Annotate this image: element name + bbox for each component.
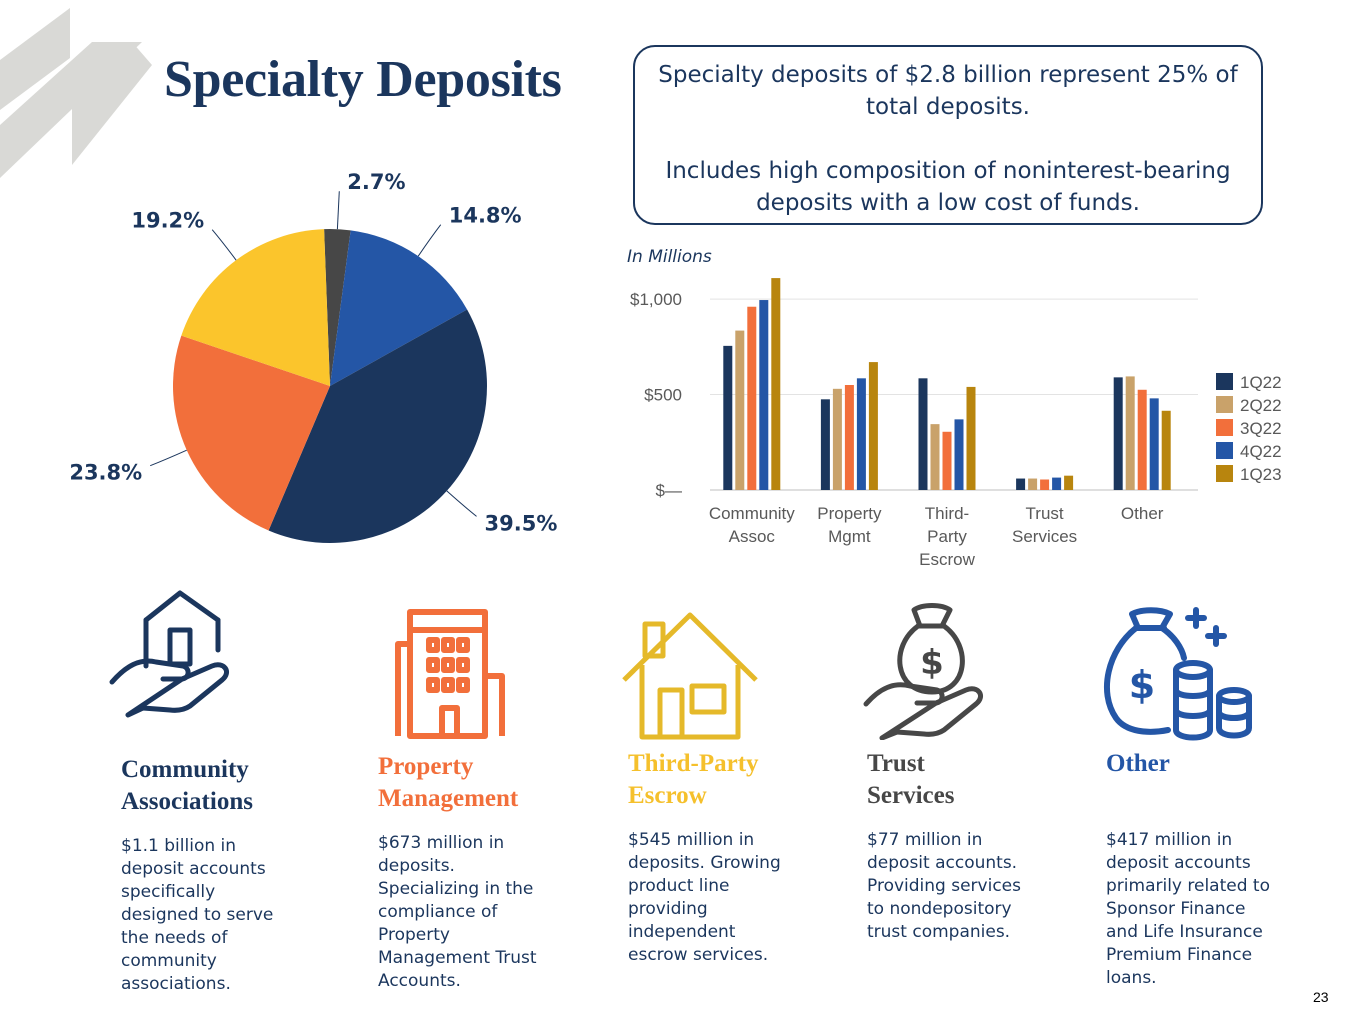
bar	[856, 378, 866, 490]
bar	[942, 431, 952, 490]
category-desc-community-associations: $1.1 billion in deposit accounts specifica…	[121, 836, 274, 994]
svg-text:$: $	[920, 643, 944, 683]
legend-label: 1Q23	[1240, 465, 1282, 484]
bar	[918, 378, 928, 490]
pie-leader-line	[150, 449, 187, 467]
summary-callout: Specialty deposits of $2.8 billion repre…	[633, 45, 1263, 225]
x-tick-label: Other	[1121, 504, 1164, 523]
decorative-stripes	[0, 8, 152, 178]
pie-leader-line	[417, 224, 442, 257]
x-tick-label: Community Assoc	[709, 504, 795, 546]
pie-slice	[324, 229, 351, 386]
pie-chart: 2.7% 14.8% 39.5% 23.8% 19.2%	[69, 170, 558, 543]
x-tick-label: Third-Party Escrow	[919, 504, 975, 569]
bar	[832, 388, 842, 490]
category-desc-property-management: $673 million in deposits. Specializing in …	[378, 833, 537, 991]
bar	[868, 362, 878, 490]
legend-swatch	[1216, 419, 1233, 436]
bar	[759, 300, 769, 490]
bar-chart: In Millions $— $500 $1,000 Community Assoc Pro…	[627, 247, 1282, 569]
bar	[966, 386, 976, 490]
bar	[771, 278, 781, 490]
pie-leader-line	[211, 229, 237, 261]
money-bag-coins-icon: $	[1103, 607, 1252, 741]
category-title-trust-services: Trust Services	[867, 750, 955, 809]
legend-label: 1Q22	[1240, 373, 1282, 392]
bar	[820, 399, 830, 490]
y-tick-label: $1,000	[630, 290, 682, 309]
category-desc-third-party-escrow: $545 million in deposits. Growing product …	[628, 830, 781, 965]
svg-text:$: $	[1129, 663, 1155, 707]
bar	[930, 424, 940, 490]
pie-data-label: 2.7%	[347, 170, 405, 194]
legend-swatch	[1216, 396, 1233, 413]
legend-label: 2Q22	[1240, 396, 1282, 415]
chart-units-label: In Millions	[627, 247, 712, 267]
legend-swatch	[1216, 373, 1233, 390]
y-tick-label: $—	[656, 481, 682, 500]
pie-data-label: 14.8%	[449, 204, 522, 228]
bar	[1149, 398, 1159, 490]
page-number: 23	[1313, 989, 1329, 1005]
pie-slice	[172, 335, 330, 531]
category-title-third-party-escrow: Third-Party Escrow	[628, 750, 759, 809]
bar	[844, 385, 854, 490]
money-bag-in-hand-icon: $	[863, 603, 983, 740]
pie-slice	[181, 229, 330, 386]
legend-label: 4Q22	[1240, 442, 1282, 461]
legend-label: 3Q22	[1240, 419, 1282, 438]
bar	[735, 330, 745, 490]
pie-data-label: 19.2%	[131, 209, 204, 233]
y-tick-label: $500	[644, 386, 682, 405]
bar	[747, 306, 757, 490]
bar	[954, 419, 964, 490]
bar	[1040, 479, 1050, 490]
category-desc-trust-services: $77 million in deposit accounts. Providing…	[867, 830, 1021, 942]
callout-line-2: Includes high composition of noninterest…	[665, 158, 1231, 216]
office-building-icon	[395, 609, 505, 739]
callout-line-1: Specialty deposits of $2.8 billion repre…	[658, 62, 1238, 120]
bar	[1161, 410, 1171, 490]
legend-swatch	[1216, 442, 1233, 459]
house-icon	[622, 612, 758, 740]
pie-leader-line	[446, 490, 477, 517]
pie-data-label: 39.5%	[485, 511, 558, 535]
category-title-community-associations: Community Associations	[121, 756, 253, 815]
category-title-other: Other	[1106, 750, 1170, 777]
pie-leader-line	[336, 191, 340, 230]
bar	[1137, 389, 1147, 490]
page-title: Specialty Deposits	[164, 51, 562, 108]
pie-data-label: 23.8%	[69, 461, 142, 485]
pie-slice	[330, 230, 468, 386]
category-title-property-management: Property Management	[378, 753, 519, 812]
bar	[1064, 475, 1074, 490]
bar	[1113, 377, 1123, 490]
house-in-hand-icon	[109, 590, 229, 718]
legend-swatch	[1216, 465, 1233, 482]
bar	[1125, 376, 1135, 490]
bar	[723, 345, 733, 490]
x-tick-label: Trust Services	[1012, 504, 1077, 546]
category-desc-other: $417 million in deposit accounts primarily…	[1106, 830, 1270, 988]
pie-slice	[268, 309, 488, 543]
x-tick-label: Property Mgmt	[817, 504, 882, 546]
bar	[1016, 478, 1026, 490]
bar	[1052, 477, 1062, 490]
bar	[1028, 478, 1038, 490]
